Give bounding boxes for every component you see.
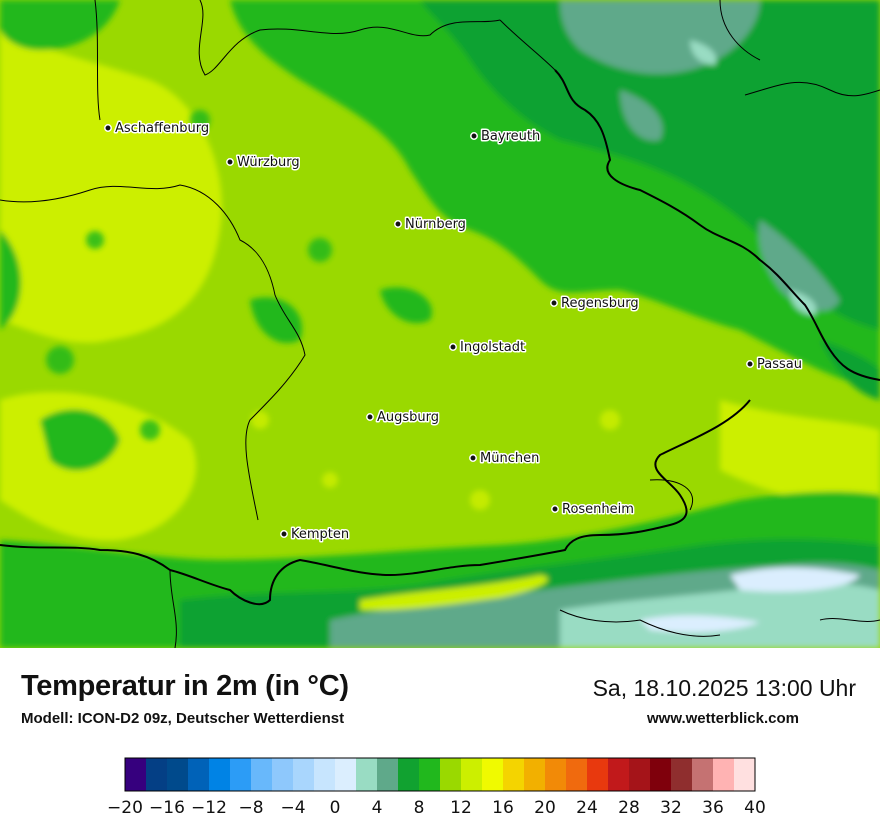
legend-tick-label: 8 xyxy=(414,798,425,818)
legend-swatch xyxy=(293,758,315,791)
legend-frame xyxy=(124,757,756,792)
legend-swatch xyxy=(566,758,588,791)
legend-tick-label: 28 xyxy=(618,798,640,818)
city-dot xyxy=(746,360,754,368)
city-dot xyxy=(550,299,558,307)
legend-swatch xyxy=(230,758,252,791)
city-marker: Rosenheim xyxy=(551,501,635,519)
city-marker: Passau xyxy=(746,356,803,374)
footer: Temperatur in 2m (in °C) Modell: ICON-D2… xyxy=(0,648,880,830)
legend-swatch xyxy=(251,758,273,791)
website-link[interactable]: www.wetterblick.com xyxy=(647,710,799,727)
legend-swatch xyxy=(356,758,378,791)
legend-swatch xyxy=(398,758,420,791)
color-scale-legend: −20 −16 −12 −8 −4 0 4 8 12 16 20 24 28 32 36 40 xyxy=(107,757,766,818)
legend-swatch xyxy=(524,758,546,791)
legend-swatch xyxy=(503,758,525,791)
city-label: Bayreuth xyxy=(481,129,540,144)
legend-tick-label: −20 xyxy=(107,798,143,818)
city-marker: Aschaffenburg xyxy=(104,120,211,138)
legend-tick-label: 40 xyxy=(744,798,766,818)
legend-swatch xyxy=(188,758,210,791)
legend-swatch xyxy=(377,758,399,791)
city-marker: München xyxy=(469,450,541,468)
city-marker: Augsburg xyxy=(366,409,441,427)
city-label: Würzburg xyxy=(237,155,300,170)
legend-tick-label: 24 xyxy=(576,798,598,818)
legend-swatch xyxy=(713,758,735,791)
map-title: Temperatur in 2m (in °C) xyxy=(21,670,349,702)
legend-tick-label: 4 xyxy=(372,798,383,818)
legend-swatch xyxy=(125,758,147,791)
legend-swatch xyxy=(167,758,189,791)
legend-swatch xyxy=(650,758,672,791)
city-label: München xyxy=(480,451,539,466)
city-dot xyxy=(394,220,402,228)
city-label: Passau xyxy=(757,357,802,372)
borders xyxy=(0,0,880,648)
city-dot xyxy=(104,124,112,132)
city-dot xyxy=(449,343,457,351)
legend-swatch xyxy=(419,758,441,791)
legend-swatch xyxy=(608,758,630,791)
legend-swatch xyxy=(692,758,714,791)
legend-swatch xyxy=(209,758,231,791)
city-marker: Bayreuth xyxy=(470,128,542,146)
legend-swatch xyxy=(146,758,168,791)
legend-swatch xyxy=(335,758,357,791)
city-dot xyxy=(551,505,559,513)
city-marker: Regensburg xyxy=(550,295,640,313)
model-source: Modell: ICON-D2 09z, Deutscher Wetterdie… xyxy=(21,710,345,727)
city-markers: Aschaffenburg Würzburg Bayreuth Nürnberg Reg… xyxy=(104,120,803,544)
city-label: Rosenheim xyxy=(562,502,634,517)
city-marker: Ingolstadt xyxy=(449,339,527,357)
city-marker: Würzburg xyxy=(226,154,301,172)
temperature-map: Aschaffenburg Würzburg Bayreuth Nürnberg Reg… xyxy=(0,0,880,648)
legend-swatch xyxy=(314,758,336,791)
city-label: Regensburg xyxy=(561,296,639,311)
legend-swatch xyxy=(629,758,651,791)
legend-swatch xyxy=(734,758,756,791)
legend-tick-label: 12 xyxy=(450,798,472,818)
forecast-datetime: Sa, 18.10.2025 13:00 Uhr xyxy=(592,675,856,701)
city-label: Augsburg xyxy=(377,410,439,425)
city-dot xyxy=(366,413,374,421)
legend-tick-label: −4 xyxy=(280,798,305,818)
legend-tick-label: 32 xyxy=(660,798,682,818)
legend-tick-label: 36 xyxy=(702,798,724,818)
city-dot xyxy=(470,132,478,140)
legend-tick-label: 20 xyxy=(534,798,556,818)
temperature-field xyxy=(0,0,880,648)
legend-swatch xyxy=(440,758,462,791)
city-label: Aschaffenburg xyxy=(115,121,209,136)
city-marker: Nürnberg xyxy=(394,216,467,234)
legend-swatch xyxy=(272,758,294,791)
legend-swatch xyxy=(545,758,567,791)
legend-swatch xyxy=(587,758,609,791)
legend-swatch xyxy=(461,758,483,791)
city-marker: Kempten xyxy=(280,526,351,544)
legend-tick-label: −16 xyxy=(149,798,185,818)
city-label: Kempten xyxy=(291,527,349,542)
legend-tick-label: −12 xyxy=(191,798,227,818)
legend-swatch xyxy=(482,758,504,791)
legend-tick-label: 0 xyxy=(330,798,341,818)
city-label: Ingolstadt xyxy=(460,340,525,355)
city-dot xyxy=(226,158,234,166)
city-label: Nürnberg xyxy=(405,217,466,232)
legend-tick-label: −8 xyxy=(238,798,263,818)
city-dot xyxy=(280,530,288,538)
legend-tick-label: 16 xyxy=(492,798,514,818)
city-dot xyxy=(469,454,477,462)
legend-swatch xyxy=(671,758,693,791)
